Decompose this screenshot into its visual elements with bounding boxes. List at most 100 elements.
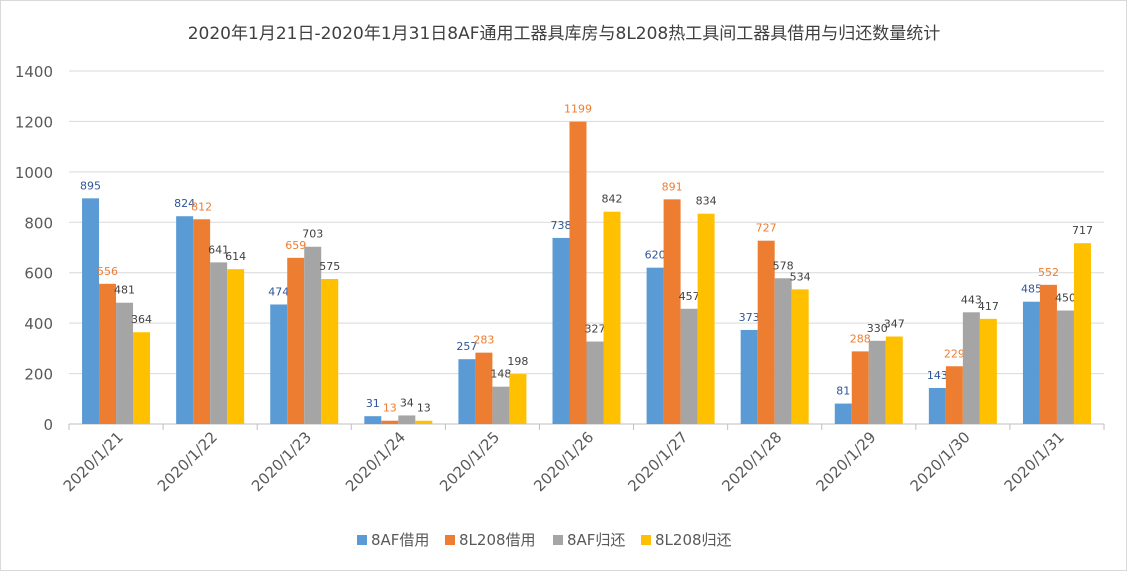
data-label: 31	[366, 397, 380, 410]
bar	[116, 302, 134, 424]
bar	[791, 289, 809, 424]
y-tick-label: 200	[24, 366, 53, 384]
data-label: 364	[131, 313, 152, 326]
x-tick-label: 2020/1/25	[436, 428, 503, 495]
data-label: 727	[756, 222, 777, 235]
data-label: 148	[490, 368, 511, 381]
legend-label: 8L208归还	[655, 531, 732, 549]
data-label: 450	[1055, 292, 1076, 305]
x-tick-label: 2020/1/29	[812, 428, 879, 495]
data-label: 283	[473, 334, 494, 347]
data-label: 738	[551, 219, 572, 232]
legend-label: 8L208借用	[459, 531, 536, 549]
bar	[851, 351, 869, 424]
bar	[133, 332, 151, 424]
data-label: 614	[225, 250, 246, 263]
data-label: 143	[927, 369, 948, 382]
data-label: 824	[174, 197, 195, 210]
y-tick-label: 0	[43, 416, 53, 434]
bar	[1073, 243, 1091, 424]
bar	[475, 352, 493, 424]
data-label: 257	[456, 340, 477, 353]
x-tick-label: 2020/1/21	[60, 428, 127, 495]
data-label: 534	[790, 270, 811, 283]
y-tick-label: 1200	[15, 113, 53, 131]
bar	[646, 267, 664, 424]
x-tick-label: 2020/1/23	[248, 428, 315, 495]
legend-swatch	[553, 535, 563, 545]
bar	[663, 199, 681, 424]
bar	[398, 415, 416, 424]
bar	[458, 359, 476, 424]
bar	[1056, 310, 1074, 424]
x-tick-label: 2020/1/22	[154, 428, 221, 495]
data-label: 198	[507, 355, 528, 368]
legend-label: 8AF借用	[371, 531, 429, 549]
bar	[509, 374, 527, 424]
x-tick-label: 2020/1/31	[1001, 428, 1068, 495]
bar	[1039, 284, 1057, 424]
bar	[697, 213, 715, 424]
y-tick-label: 1400	[15, 63, 53, 81]
bar	[415, 420, 433, 424]
data-label: 575	[319, 260, 340, 273]
data-label: 327	[585, 323, 606, 336]
data-label: 481	[114, 284, 135, 297]
bar	[492, 386, 510, 424]
bar	[287, 257, 305, 424]
bar	[304, 246, 322, 424]
data-label: 13	[383, 402, 397, 415]
legend-label: 8AF归还	[567, 531, 625, 549]
bar	[928, 387, 946, 424]
y-tick-label: 600	[24, 265, 53, 283]
bar	[364, 416, 382, 424]
bar	[569, 121, 587, 424]
data-label: 659	[285, 239, 306, 252]
data-label: 552	[1038, 266, 1059, 279]
data-label: 81	[836, 385, 850, 398]
data-label: 556	[97, 265, 118, 278]
bar	[603, 211, 621, 424]
data-label: 641	[208, 243, 229, 256]
data-label: 288	[850, 332, 871, 345]
legend-swatch	[641, 535, 651, 545]
bar	[740, 329, 758, 424]
data-label: 330	[867, 322, 888, 335]
bar	[834, 403, 852, 424]
data-label: 578	[773, 259, 794, 272]
data-label: 703	[302, 228, 323, 241]
bar	[868, 340, 886, 424]
bar	[1022, 301, 1040, 424]
bar	[176, 216, 194, 424]
x-tick-label: 2020/1/30	[907, 428, 974, 495]
bar	[757, 240, 775, 424]
x-tick-label: 2020/1/26	[530, 428, 597, 495]
bar	[962, 312, 980, 424]
x-tick-label: 2020/1/27	[624, 428, 691, 495]
data-label: 443	[961, 293, 982, 306]
data-label: 834	[696, 195, 717, 208]
bar	[227, 269, 245, 424]
bar	[193, 219, 211, 424]
y-tick-label: 800	[24, 214, 53, 232]
data-label: 373	[739, 311, 760, 324]
data-label: 34	[400, 396, 414, 409]
bar	[210, 262, 228, 424]
bar	[99, 283, 117, 424]
x-tick-label: 2020/1/24	[342, 428, 409, 495]
bar	[82, 198, 100, 424]
bar	[586, 341, 604, 424]
data-label: 620	[645, 249, 666, 262]
chart-title: 2020年1月21日-2020年1月31日8AF通用工器具库房与8L208热工具…	[188, 24, 941, 44]
data-label: 717	[1072, 224, 1093, 237]
data-label: 895	[80, 179, 101, 192]
bar	[774, 278, 792, 424]
x-tick-label: 2020/1/28	[718, 428, 785, 495]
data-label: 1199	[564, 103, 592, 116]
data-label: 229	[944, 347, 965, 360]
data-label: 474	[268, 285, 289, 298]
bar	[945, 366, 963, 424]
data-label: 485	[1021, 283, 1042, 296]
legend-swatch	[445, 535, 455, 545]
